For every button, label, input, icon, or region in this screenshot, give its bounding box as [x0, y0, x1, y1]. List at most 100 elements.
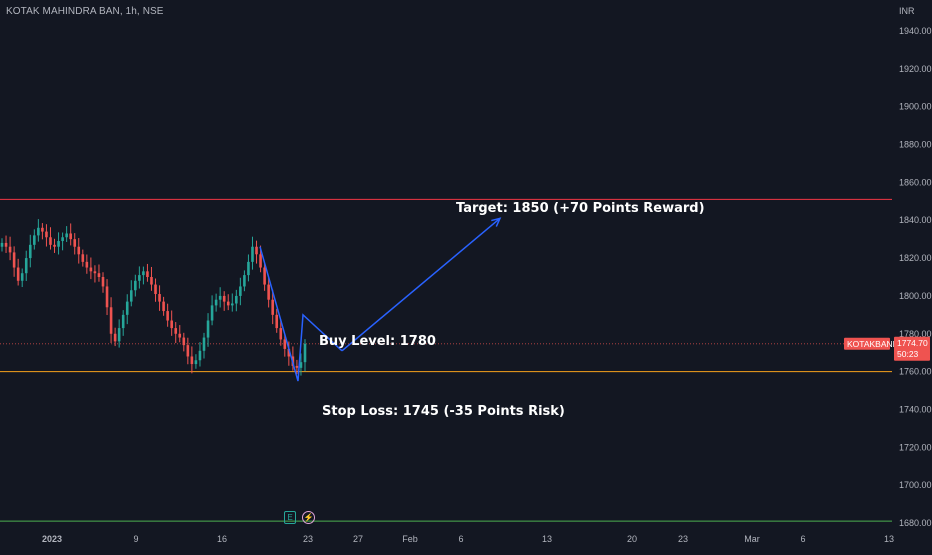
candle-body: [259, 254, 262, 268]
candle-body: [206, 320, 210, 338]
y-tick-label: 1720.00: [899, 442, 932, 452]
candle-body: [37, 227, 40, 236]
candle-body: [101, 277, 105, 287]
candle-body: [45, 231, 48, 238]
candle-body: [65, 233, 68, 238]
candle-body: [194, 360, 198, 365]
candle-body: [20, 273, 24, 281]
annotation-text: Target: 1850 (+70 Points Reward): [456, 201, 705, 216]
candle-body: [275, 314, 279, 329]
candle-body: [69, 233, 72, 240]
candle-body: [295, 365, 299, 368]
candle-body: [49, 237, 52, 245]
price-tag-value: 1774.70: [897, 338, 928, 348]
candle-body: [81, 254, 85, 262]
candle-body: [279, 328, 283, 340]
x-tick-label: Mar: [744, 534, 760, 544]
candle-body: [121, 314, 125, 329]
candle-body: [218, 295, 222, 300]
candle-body: [8, 246, 12, 253]
candle-body: [198, 350, 202, 361]
y-tick-label: 1940.00: [899, 26, 932, 36]
candle-body: [146, 271, 149, 277]
candle-body: [210, 305, 214, 321]
horizontal-lines: [0, 198, 892, 522]
y-tick-label: 1820.00: [899, 253, 932, 263]
candle-body: [93, 271, 97, 274]
candles: [0, 219, 307, 376]
symbol-tag-label: KOTAKBANK: [847, 339, 899, 349]
candle-body: [271, 299, 274, 315]
x-tick-label: Feb: [402, 534, 418, 544]
candle-body: [117, 328, 121, 342]
candle-body: [105, 286, 109, 308]
candle-body: [263, 267, 266, 285]
candle-body: [267, 284, 270, 300]
y-tick-label: 1760.00: [899, 367, 932, 377]
dividend-lightning-icon[interactable]: ⚡: [302, 511, 315, 524]
candle-body: [129, 290, 133, 302]
candle-body: [150, 277, 153, 285]
price-tag: [894, 336, 930, 361]
y-tick-label: 1880.00: [899, 140, 932, 150]
candle-body: [4, 242, 8, 247]
candle-body: [16, 267, 20, 281]
x-tick-label: 9: [133, 534, 138, 544]
earnings-icon[interactable]: E: [284, 511, 296, 524]
candle-body: [190, 356, 194, 365]
x-tick-label: 6: [458, 534, 463, 544]
candle-body: [243, 275, 246, 287]
candle-body: [97, 273, 101, 277]
candle-body: [226, 301, 230, 306]
candle-body: [12, 252, 16, 268]
candle-body: [142, 271, 145, 276]
candle-body: [33, 235, 36, 245]
candle-body: [214, 299, 218, 306]
candle-body: [162, 301, 165, 312]
candle-body: [57, 241, 60, 247]
candle-body: [251, 246, 254, 262]
y-tick-label: 1800.00: [899, 291, 932, 301]
candle-body: [283, 339, 287, 349]
y-tick-label: 1700.00: [899, 480, 932, 490]
y-tick-label: 1740.00: [899, 404, 932, 414]
currency-label: INR: [899, 6, 915, 16]
x-tick-label: 16: [217, 534, 227, 544]
annotation-text: Stop Loss: 1745 (-35 Points Risk): [322, 404, 565, 419]
x-tick-label: 2023: [42, 534, 62, 544]
candle-body: [222, 295, 226, 302]
price-tag-countdown: 50:23: [897, 349, 919, 359]
x-tick-label: 23: [303, 534, 313, 544]
candle-body: [138, 275, 141, 281]
candle-body: [61, 237, 64, 242]
candle-body: [85, 261, 89, 268]
symbol-tag: [844, 337, 890, 350]
projection-arrow-line: [341, 217, 501, 352]
candle-body: [89, 267, 93, 272]
candle-body: [186, 345, 190, 357]
candle-body: [230, 303, 234, 306]
candle-body: [158, 294, 161, 302]
y-tick-label: 1920.00: [899, 64, 932, 74]
x-tick-label: 23: [678, 534, 688, 544]
y-tick-label: 1860.00: [899, 177, 932, 187]
zigzag-pattern: [259, 246, 343, 382]
candle-body: [154, 284, 157, 295]
annotations: Target: 1850 (+70 Points Reward) Buy Leve…: [319, 201, 705, 419]
y-tick-label: 1840.00: [899, 215, 932, 225]
candle-body: [125, 301, 129, 315]
candle-body: [235, 295, 238, 304]
candle-body: [41, 227, 44, 232]
candle-body: [178, 333, 182, 338]
chart-title: KOTAK MAHINDRA BAN, 1h, NSE: [6, 6, 164, 17]
candle-body: [174, 328, 178, 334]
candle-body: [299, 362, 303, 368]
candle-body: [255, 246, 258, 255]
x-tick-label: 27: [353, 534, 363, 544]
candle-body: [202, 337, 206, 351]
candle-body: [287, 348, 291, 357]
candle-body: [113, 333, 117, 342]
